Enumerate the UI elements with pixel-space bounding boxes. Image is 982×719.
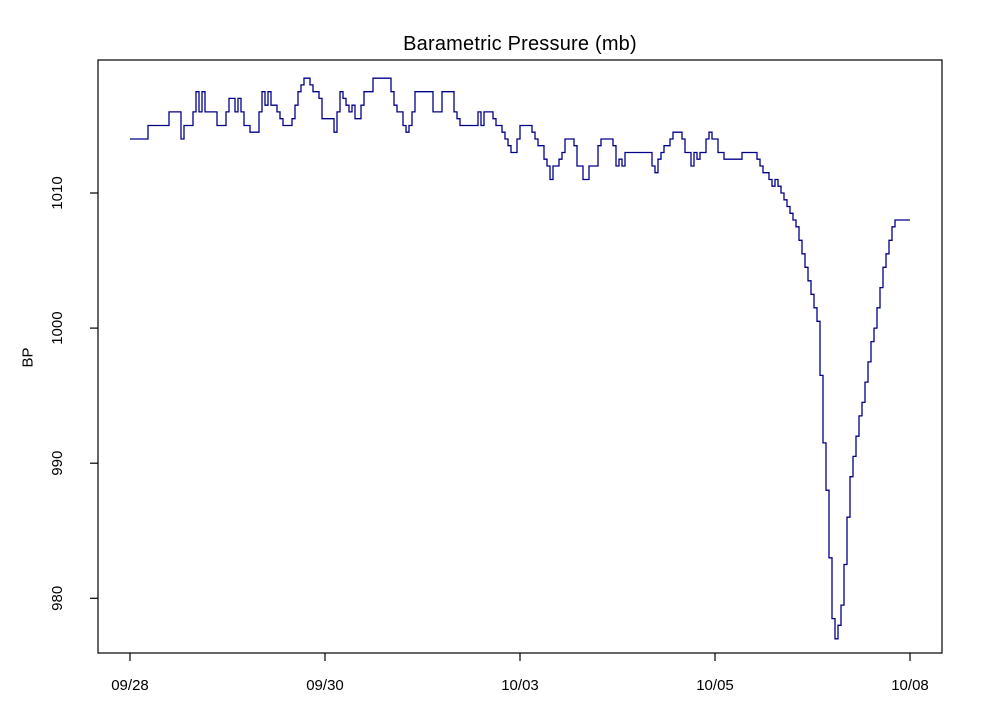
- y-tick-label: 1010: [49, 176, 66, 209]
- x-tick-label: 10/05: [696, 677, 734, 694]
- y-tick-label: 1000: [49, 311, 66, 344]
- pressure-line: [130, 77, 910, 640]
- x-tick-label: 09/28: [111, 677, 149, 694]
- chart-title: Barametric Pressure (mb): [403, 33, 637, 55]
- x-tick-label: 10/03: [501, 677, 539, 694]
- y-axis-label: BP: [19, 347, 37, 368]
- x-tick-label: 10/08: [891, 677, 929, 694]
- y-tick-label: 990: [49, 451, 66, 476]
- y-tick-label: 980: [49, 586, 66, 611]
- plot-box: [97, 59, 943, 654]
- x-tick-label: 09/30: [306, 677, 344, 694]
